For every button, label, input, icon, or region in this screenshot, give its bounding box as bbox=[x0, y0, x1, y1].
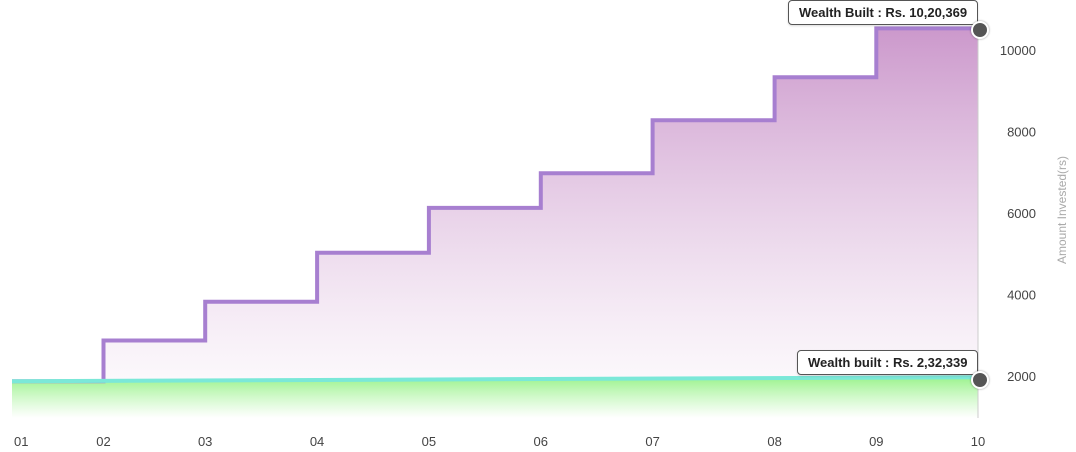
y-tick-label: 8000 bbox=[1007, 124, 1036, 139]
x-tick-label: 05 bbox=[422, 434, 436, 449]
x-tick-label: 08 bbox=[767, 434, 781, 449]
x-tick-label: 07 bbox=[645, 434, 659, 449]
amount-invested-area bbox=[12, 377, 978, 418]
y-tick-label: 4000 bbox=[1007, 288, 1036, 303]
x-tick-label: 01 bbox=[14, 434, 28, 449]
x-tick-label: 09 bbox=[869, 434, 883, 449]
y-tick-label: 6000 bbox=[1007, 206, 1036, 221]
x-tick-label: 06 bbox=[534, 434, 548, 449]
invested-wealth-tooltip: Wealth built : Rs. 2,32,339 bbox=[797, 350, 979, 376]
wealth-built-area bbox=[12, 28, 978, 419]
wealth-built-line bbox=[12, 26, 978, 384]
x-tick-label: 10 bbox=[971, 434, 985, 449]
y-tick-label: 2000 bbox=[1007, 369, 1036, 384]
amount-invested-line bbox=[11, 375, 979, 384]
invested-wealth-marker[interactable] bbox=[971, 371, 989, 390]
x-tick-label: 03 bbox=[198, 434, 212, 449]
y-tick-label: 10000 bbox=[1000, 43, 1036, 58]
x-tick-label: 02 bbox=[96, 434, 110, 449]
wealth-built-marker[interactable] bbox=[971, 21, 989, 40]
y-axis-label: Amount Invested(rs) bbox=[1055, 156, 1069, 264]
x-tick-label: 04 bbox=[310, 434, 324, 449]
wealth-built-tooltip: Wealth Built : Rs. 10,20,369 bbox=[788, 0, 979, 26]
